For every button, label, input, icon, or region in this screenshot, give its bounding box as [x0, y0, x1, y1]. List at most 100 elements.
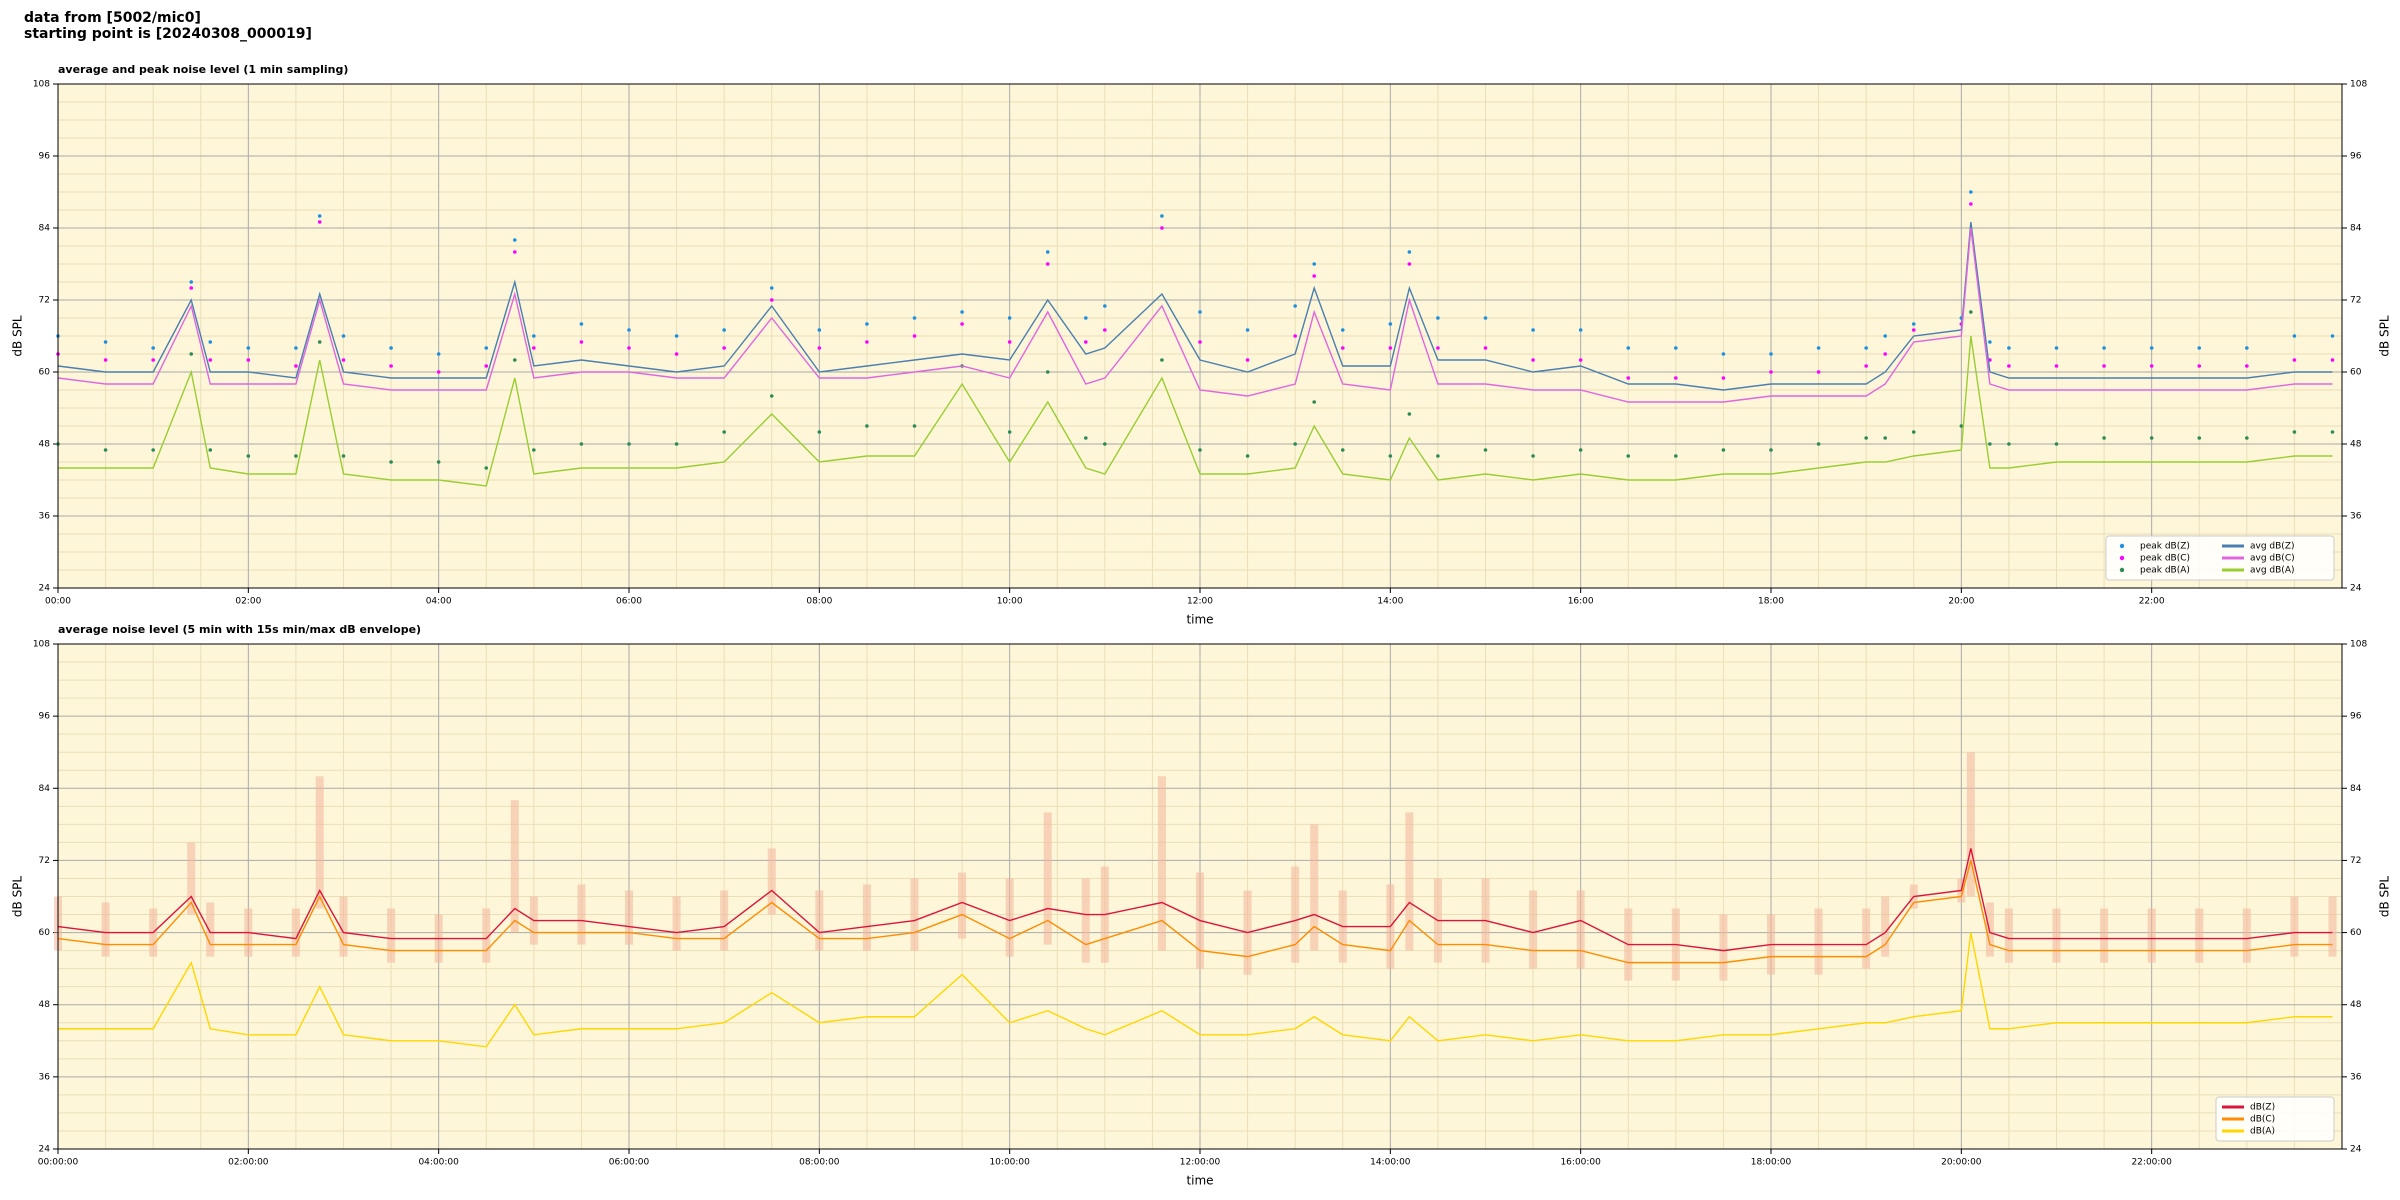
peak-point [1911, 328, 1916, 332]
peak-point [1969, 190, 1973, 194]
peak-point [627, 328, 631, 332]
peak-point [246, 358, 251, 362]
x-tick-label: 00:00 [45, 597, 71, 607]
peak-point [1674, 346, 1678, 350]
peak-point [103, 358, 108, 362]
peak-point [1816, 442, 1821, 446]
peak-point [2054, 364, 2059, 368]
y2-tick-label: 108 [2350, 640, 2367, 650]
y2-tick-label: 84 [2350, 784, 2362, 794]
peak-point [1531, 358, 1535, 362]
series-line [58, 335, 2333, 487]
peak-point [817, 346, 822, 350]
peak-point [1340, 328, 1345, 332]
peak-point [579, 340, 584, 344]
peak-point [1816, 370, 1821, 374]
y-tick-label: 24 [39, 1145, 51, 1155]
y-tick-label: 72 [39, 296, 50, 306]
peak-point [1959, 424, 1964, 428]
peak-point [960, 322, 964, 326]
peak-point [1483, 316, 1488, 320]
legend-label: peak dB(Z) [2140, 542, 2190, 552]
peak-point [294, 454, 298, 458]
peak-point [865, 424, 869, 428]
peak-point [1883, 436, 1887, 440]
peak-point [294, 364, 298, 368]
peak-point [1198, 448, 1202, 452]
plot-frame [57, 643, 2343, 1150]
legend-label: dB(A) [2250, 1127, 2275, 1137]
y2-tick-label: 48 [2350, 1000, 2362, 1010]
y-axis-label: dB SPL [11, 315, 25, 357]
peak-point [1626, 376, 1631, 380]
chart-title: average and peak noise level (1 min samp… [58, 63, 348, 76]
peak-point [1436, 454, 1440, 458]
x-axis-label: time [1186, 613, 1213, 627]
peak-point [2007, 346, 2011, 350]
peak-point [2292, 430, 2297, 434]
peak-point [436, 352, 441, 356]
peak-point [2292, 358, 2297, 362]
x-axis-label: time [1186, 1174, 1213, 1188]
peak-point [189, 286, 194, 290]
peak-point [579, 442, 584, 446]
peak-point [208, 448, 213, 452]
y2-axis-label: dB SPL [2378, 876, 2392, 918]
peak-point [1911, 430, 1916, 434]
peak-point [1293, 442, 1297, 446]
peak-point [208, 358, 213, 362]
y-tick-label: 84 [39, 224, 51, 234]
peak-point [532, 334, 536, 338]
y-tick-label: 84 [39, 784, 51, 794]
peak-point [1721, 376, 1726, 380]
x-tick-label: 10:00 [997, 597, 1023, 607]
peak-point [389, 346, 393, 350]
peak-point [912, 316, 917, 320]
x-tick-label: 04:00:00 [418, 1158, 459, 1168]
peak-point [317, 214, 322, 218]
legend-label: peak dB(C) [2140, 554, 2190, 564]
legend-label: avg dB(C) [2250, 554, 2295, 564]
peak-point [865, 340, 869, 344]
peak-point [317, 340, 322, 344]
peak-point [341, 334, 346, 338]
series-line [58, 932, 2333, 1048]
peak-point [1436, 316, 1440, 320]
peak-point [1103, 442, 1107, 446]
peak-point [1160, 226, 1164, 230]
peak-point [2007, 442, 2011, 446]
legend-marker [2119, 543, 2125, 549]
peak-point [1045, 262, 1050, 266]
peak-point [436, 460, 441, 464]
x-tick-label: 16:00:00 [1560, 1158, 1601, 1168]
peak-point [1407, 262, 1412, 266]
peak-point [513, 238, 517, 242]
x-tick-label: 06:00 [616, 597, 642, 607]
peak-point [1483, 346, 1488, 350]
peak-point [674, 442, 679, 446]
peak-point [1312, 274, 1316, 278]
peak-point [532, 448, 536, 452]
x-tick-label: 14:00 [1377, 597, 1403, 607]
peak-point [722, 430, 726, 434]
peak-point [1531, 454, 1535, 458]
peak-point [1160, 358, 1164, 362]
legend-label: dB(C) [2250, 1115, 2275, 1125]
peak-point [1769, 448, 1773, 452]
peak-point [1578, 448, 1583, 452]
y2-tick-label: 60 [2350, 928, 2362, 938]
peak-point [579, 322, 584, 326]
peak-point [1045, 250, 1050, 254]
y2-tick-label: 36 [2350, 512, 2362, 522]
peak-point [341, 358, 346, 362]
peak-point [1007, 340, 1012, 344]
peak-point [1721, 352, 1726, 356]
x-tick-label: 12:00:00 [1180, 1158, 1221, 1168]
legend-marker [2119, 567, 2125, 573]
peak-point [2197, 436, 2202, 440]
legend-marker [2119, 555, 2125, 561]
peak-point [1007, 430, 1012, 434]
y-tick-label: 60 [39, 368, 51, 378]
y-tick-label: 60 [39, 928, 51, 938]
y-axis-label: dB SPL [11, 876, 25, 918]
